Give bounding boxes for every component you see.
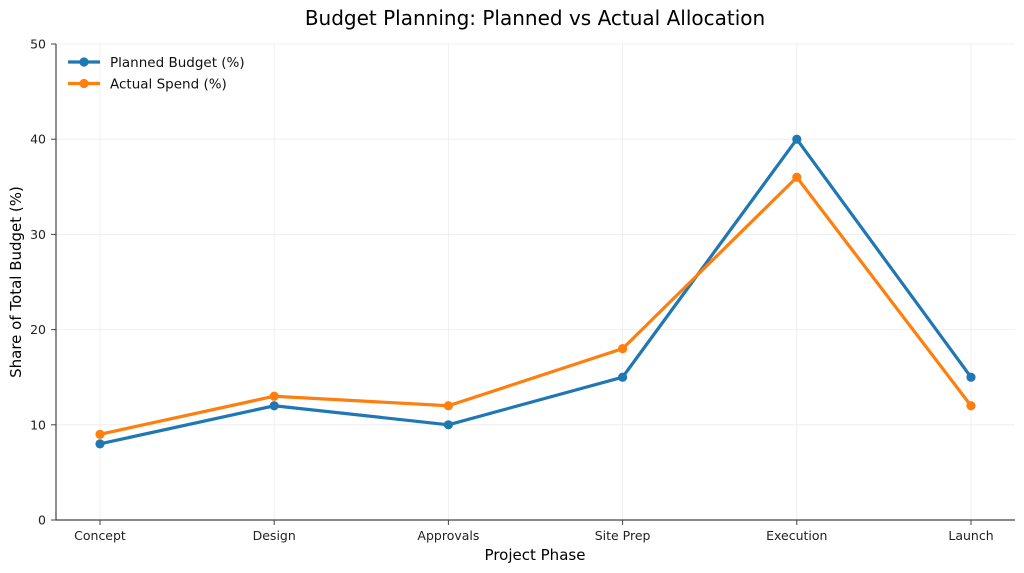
x-tick-label: Site Prep xyxy=(595,528,651,543)
y-ticks: 0 10 20 30 40 50 xyxy=(30,37,56,528)
data-point xyxy=(966,401,976,411)
data-point xyxy=(269,401,279,411)
legend-marker xyxy=(79,78,89,89)
y-tick-label: 0 xyxy=(38,513,46,528)
chart-title: Budget Planning: Planned vs Actual Alloc… xyxy=(305,6,765,30)
series-line xyxy=(99,175,973,436)
series-planned-budget xyxy=(95,134,976,449)
data-point xyxy=(95,429,105,439)
data-point xyxy=(618,372,628,382)
legend-marker xyxy=(79,57,89,67)
x-tick-label: Launch xyxy=(948,528,993,543)
data-point xyxy=(792,172,802,182)
y-tick-label: 10 xyxy=(30,417,46,432)
x-axis-label: Project Phase xyxy=(485,546,586,564)
y-axis-label: Share of Total Budget (%) xyxy=(7,186,25,378)
legend: Planned Budget (%) Actual Spend (%) xyxy=(68,55,245,93)
data-point xyxy=(95,439,105,449)
series-line xyxy=(99,137,973,446)
y-tick-label: 20 xyxy=(30,322,46,337)
x-tick-label: Approvals xyxy=(417,528,479,543)
series-actual-spend xyxy=(95,172,976,439)
series-group xyxy=(95,134,976,449)
x-tick-label: Concept xyxy=(74,528,126,543)
y-tick-label: 50 xyxy=(30,37,46,52)
x-tick-label: Design xyxy=(253,528,296,543)
data-point xyxy=(443,401,453,411)
legend-label: Actual Spend (%) xyxy=(110,77,227,93)
data-point xyxy=(269,391,279,401)
y-tick-label: 30 xyxy=(30,227,46,242)
x-ticks: Concept Design Approvals Site Prep Execution… xyxy=(74,520,994,543)
data-point xyxy=(618,344,628,354)
y-tick-label: 40 xyxy=(30,132,46,147)
x-tick-label: Execution xyxy=(766,528,827,543)
grid xyxy=(56,43,1015,521)
data-point xyxy=(443,420,453,430)
data-point xyxy=(966,372,976,382)
data-point xyxy=(792,134,802,144)
legend-label: Planned Budget (%) xyxy=(110,55,245,71)
